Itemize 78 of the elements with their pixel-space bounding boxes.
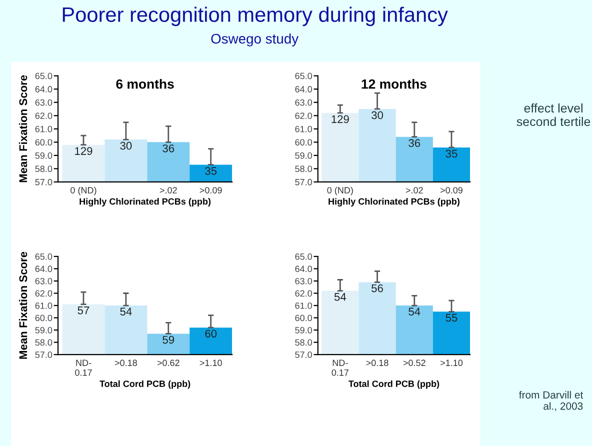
- y-tick-label: 59.0: [295, 327, 312, 334]
- annotation: 129: [332, 115, 349, 124]
- annotation: 12 months: [362, 79, 426, 89]
- annotation: 35: [205, 167, 217, 175]
- annotation: 54: [120, 308, 132, 316]
- y-tick-label: 65.0: [295, 72, 312, 80]
- x-axis-title: Total Cord PCB (ppb): [100, 380, 190, 389]
- x-axis-title: Highly Chlorinated PCBs (ppb): [80, 198, 211, 206]
- x-tick-label: >.02: [160, 187, 177, 194]
- annotation: 30: [372, 111, 384, 120]
- y-tick-label: 64.0: [35, 86, 52, 92]
- y-axis-title: Mean Fixation Score: [18, 75, 28, 182]
- y-tick-label: 58.0: [295, 339, 312, 346]
- y-tick-label: 62.0: [295, 112, 312, 119]
- annotation: 56: [372, 284, 383, 292]
- y-tick-label: 62.0: [295, 290, 312, 297]
- y-tick-label: 63.0: [35, 278, 52, 284]
- y-tick-label: 58.0: [35, 166, 52, 172]
- annotation: 54: [334, 293, 346, 301]
- y-tick-label: 60.0: [35, 314, 52, 322]
- chart-title: Poorer recognition memory during infancy: [62, 6, 448, 26]
- x-tick-label: >0.09: [440, 187, 462, 194]
- y-tick-label: 63.0: [295, 278, 312, 284]
- annotation: 59: [162, 336, 174, 344]
- y-tick-label: 58.0: [35, 339, 52, 346]
- y-tick-label: 60.0: [295, 139, 312, 146]
- y-tick-label: 64.0: [295, 266, 312, 272]
- y-axis-title: Mean Fixation Score: [18, 252, 28, 359]
- x-axis-title: Total Cord PCB (ppb): [348, 380, 440, 389]
- y-tick-label: 62.0: [35, 290, 52, 297]
- y-tick-label: 59.0: [35, 152, 52, 159]
- x-tick-label: ND- 0.17: [332, 360, 348, 376]
- y-tick-label: 65.0: [295, 253, 312, 260]
- x-tick-label: ND- 0.17: [75, 360, 92, 376]
- x-tick-label: >0.62: [157, 360, 180, 366]
- annotation: 54: [408, 308, 420, 316]
- y-tick-label: 61.0: [295, 302, 312, 309]
- chart-subtitle: Oswego study: [211, 33, 299, 46]
- x-tick-label: >0.18: [114, 360, 137, 366]
- y-tick-label: 61.0: [35, 126, 52, 132]
- annotation: 129: [75, 147, 92, 155]
- y-tick-label: 60.0: [295, 314, 312, 322]
- x-tick-label: >1.10: [440, 360, 463, 366]
- y-tick-label: 65.0: [35, 72, 52, 80]
- x-axis-title: Highly Chlorinated PCBs (ppb): [328, 198, 460, 206]
- y-tick-label: 61.0: [35, 302, 52, 309]
- x-tick-label: 0 (ND): [70, 186, 96, 196]
- x-tick-label: 0 (ND): [327, 186, 353, 196]
- y-tick-label: 64.0: [295, 86, 312, 92]
- x-tick-label: >0.18: [366, 360, 388, 366]
- y-tick-label: 57.0: [295, 178, 312, 186]
- x-tick-label: >0.52: [403, 360, 426, 366]
- y-tick-label: 65.0: [35, 253, 52, 260]
- y-tick-label: 57.0: [35, 178, 52, 186]
- y-tick-label: 59.0: [295, 152, 312, 159]
- text: effect level second tertile: [516, 103, 590, 126]
- y-tick-label: 62.0: [35, 112, 52, 119]
- annotation: 36: [408, 139, 420, 148]
- annotation: 6 months: [116, 79, 174, 89]
- y-tick-label: 58.0: [295, 166, 312, 172]
- y-tick-label: 63.0: [295, 99, 312, 106]
- x-tick-label: >1.10: [200, 360, 222, 366]
- annotation: 36: [162, 144, 174, 152]
- y-tick-label: 59.0: [35, 327, 52, 334]
- annotation: 55: [446, 314, 458, 322]
- y-tick-label: 64.0: [35, 266, 52, 272]
- annotation: 35: [446, 150, 458, 158]
- y-tick-label: 57.0: [35, 352, 52, 358]
- x-tick-label: >.02: [406, 187, 423, 194]
- y-tick-label: 60.0: [35, 139, 52, 146]
- y-tick-label: 61.0: [295, 126, 312, 132]
- x-tick-label: >0.09: [200, 187, 222, 194]
- y-tick-label: 63.0: [35, 99, 52, 106]
- y-tick-label: 57.0: [295, 352, 312, 358]
- annotation: 30: [120, 142, 132, 150]
- text: from Darvill et al., 2003: [519, 390, 584, 412]
- annotation: 57: [78, 306, 90, 314]
- annotation: 60: [205, 330, 217, 338]
